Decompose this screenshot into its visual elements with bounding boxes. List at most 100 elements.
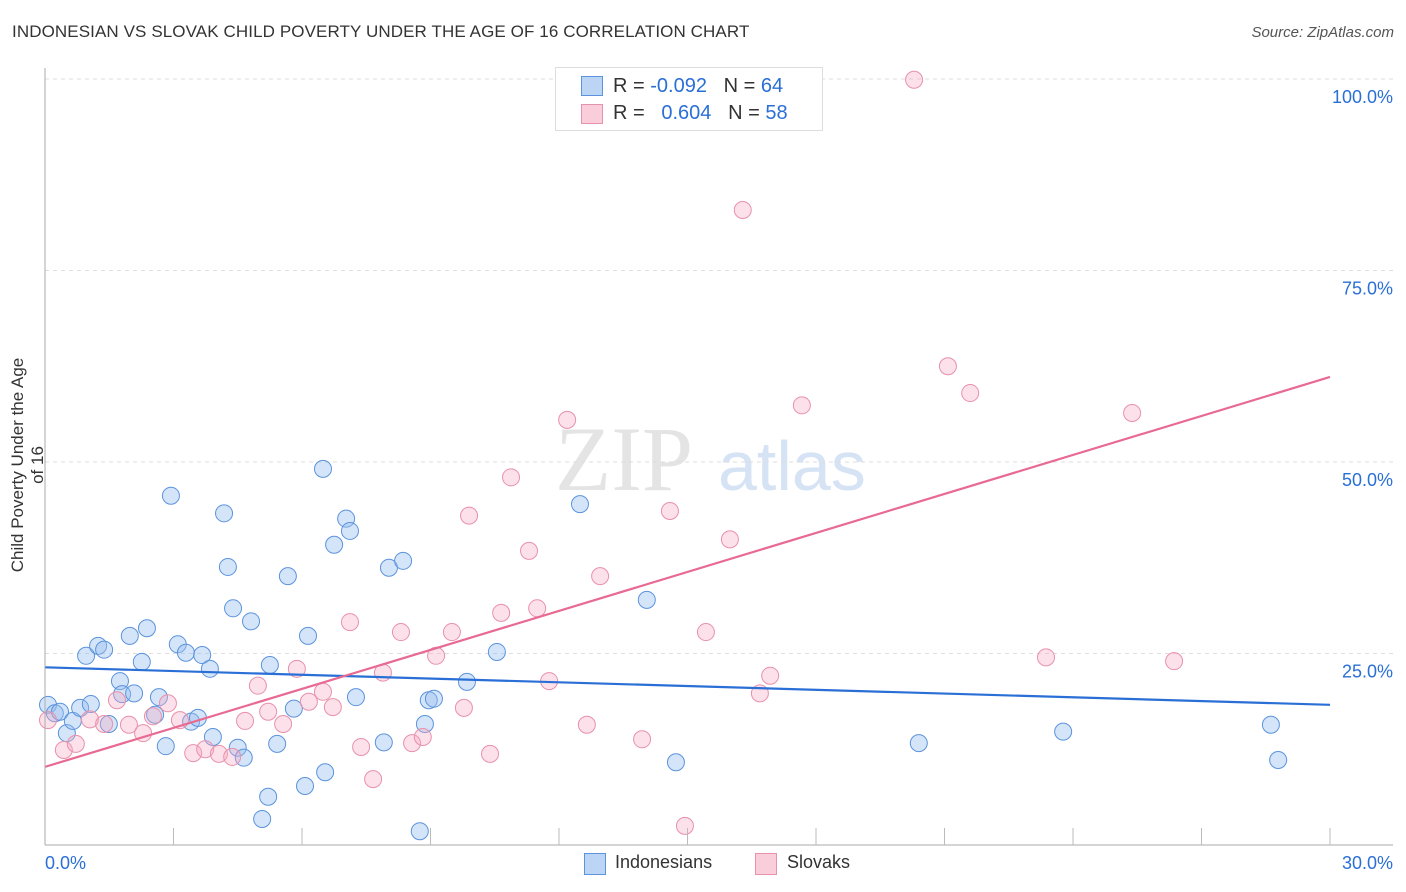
point-slovaks — [733, 200, 752, 219]
point-slovaks — [938, 357, 957, 376]
r-value: 0.604 — [661, 102, 712, 124]
n-label: N = — [728, 102, 760, 124]
y-tick-label: 25.0% — [1342, 662, 1393, 682]
point-slovaks — [1123, 403, 1142, 422]
point-slovaks — [413, 727, 432, 746]
point-indonesians — [253, 809, 272, 828]
point-indonesians — [110, 672, 129, 691]
point-indonesians — [284, 699, 303, 718]
point-indonesians — [666, 753, 685, 772]
point-indonesians — [176, 643, 195, 662]
point-indonesians — [346, 688, 365, 707]
point-slovaks — [184, 744, 203, 763]
point-indonesians — [637, 590, 656, 609]
legend-swatch-indonesians — [581, 76, 603, 96]
point-indonesians — [278, 567, 297, 586]
point-slovaks — [38, 711, 57, 730]
point-indonesians — [132, 652, 151, 671]
y-axis-label: Child Poverty Under the Age of 16 — [8, 357, 47, 573]
point-slovaks — [223, 747, 242, 766]
point-slovaks — [248, 676, 267, 695]
point-indonesians — [125, 684, 144, 703]
point-indonesians — [457, 672, 476, 691]
point-indonesians — [1269, 750, 1288, 769]
point-slovaks — [520, 541, 539, 560]
bottom-legend-swatch-slovaks — [755, 853, 777, 875]
point-indonesians — [161, 486, 180, 505]
point-indonesians — [215, 504, 234, 523]
point-slovaks — [66, 734, 85, 753]
point-indonesians — [909, 734, 928, 753]
point-slovaks — [528, 599, 547, 618]
point-slovaks — [236, 711, 255, 730]
point-slovaks — [107, 691, 126, 710]
point-indonesians — [325, 535, 344, 554]
point-indonesians — [313, 459, 332, 478]
point-slovaks — [792, 396, 811, 415]
point-indonesians — [77, 646, 96, 665]
point-indonesians — [218, 557, 237, 576]
legend-box: R = -0.092 N = 64 R = 0.604 N = 58 — [555, 67, 823, 131]
trendline-slovaks — [44, 375, 1331, 768]
point-indonesians — [340, 521, 359, 540]
point-indonesians — [95, 640, 114, 659]
point-indonesians — [228, 738, 247, 757]
n-value: 64 — [760, 75, 784, 97]
point-slovaks — [442, 623, 461, 642]
point-slovaks — [1037, 648, 1056, 667]
point-slovaks — [761, 666, 780, 685]
bottom-legend-swatch-indonesians — [584, 853, 606, 875]
point-slovaks — [905, 70, 924, 89]
chart-title: INDONESIAN VS SLOVAK CHILD POVERTY UNDER… — [12, 22, 750, 41]
point-slovaks — [577, 715, 596, 734]
x-tick-label: 0.0% — [45, 853, 86, 873]
point-indonesians — [120, 626, 139, 645]
point-indonesians — [424, 689, 443, 708]
point-slovaks — [143, 707, 162, 726]
point-slovaks — [352, 737, 371, 756]
point-slovaks — [1165, 652, 1184, 671]
point-indonesians — [156, 737, 175, 756]
point-indonesians — [1261, 715, 1280, 734]
point-indonesians — [487, 642, 506, 661]
point-slovaks — [80, 710, 99, 729]
bottom-legend-slovaks: Slovaks — [787, 852, 851, 872]
point-slovaks — [274, 714, 293, 733]
point-slovaks — [660, 502, 679, 521]
point-slovaks — [313, 682, 332, 701]
point-indonesians — [242, 612, 261, 631]
point-indonesians — [224, 599, 243, 618]
point-slovaks — [492, 603, 511, 622]
point-slovaks — [696, 623, 715, 642]
r-label: R = — [613, 75, 645, 97]
point-indonesians — [316, 763, 335, 782]
point-slovaks — [287, 659, 306, 678]
point-slovaks — [502, 468, 521, 487]
point-slovaks — [460, 506, 479, 525]
legend-row-indonesians: R = -0.092 N = 64 — [613, 75, 783, 98]
r-label: R = — [613, 102, 645, 124]
point-indonesians — [374, 733, 393, 752]
point-indonesians — [394, 551, 413, 570]
point-slovaks — [558, 410, 577, 429]
point-indonesians — [1054, 722, 1073, 741]
bottom-legend-indonesians: Indonesians — [615, 852, 713, 872]
point-indonesians — [259, 787, 278, 806]
legend-swatch-slovaks — [581, 104, 603, 124]
point-slovaks — [675, 816, 694, 835]
point-slovaks — [403, 734, 422, 753]
point-slovaks — [633, 730, 652, 749]
watermark-atlas: atlas — [718, 427, 866, 505]
point-slovaks — [364, 770, 383, 789]
point-slovaks — [391, 623, 410, 642]
point-slovaks — [259, 702, 278, 721]
point-indonesians — [71, 698, 90, 717]
point-slovaks — [961, 384, 980, 403]
legend-row-slovaks: R = 0.604 N = 58 — [613, 102, 788, 125]
point-slovaks — [54, 741, 73, 760]
trendline-indonesians — [44, 666, 1331, 706]
point-indonesians — [295, 777, 314, 796]
point-slovaks — [323, 698, 342, 717]
r-value: -0.092 — [650, 75, 707, 97]
